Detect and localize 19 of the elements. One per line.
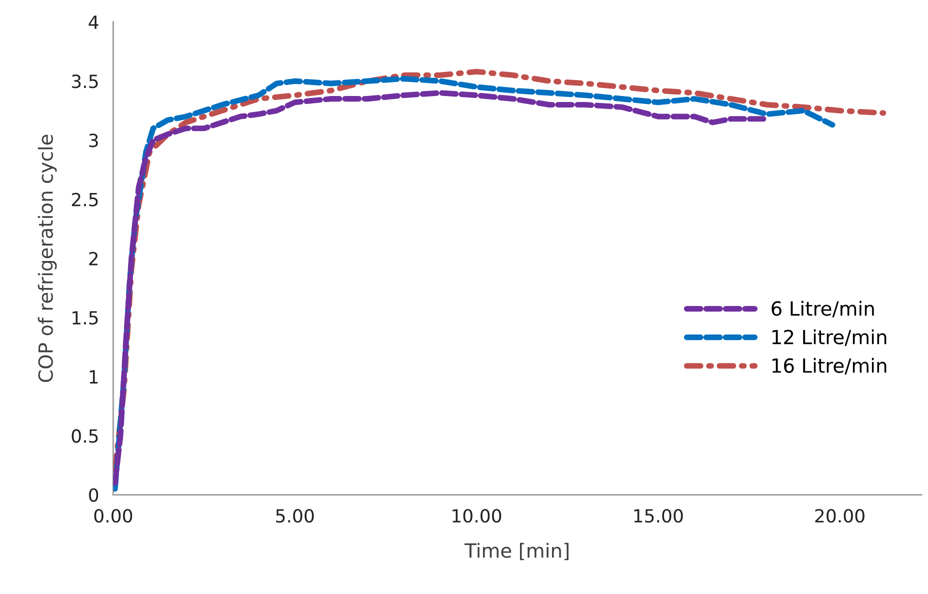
legend-label: 6 Litre/min	[772, 300, 874, 318]
legend-label: 12 Litre/min	[772, 329, 886, 346]
y-tick-label: 0.5	[72, 429, 98, 443]
y-tick-label: 2	[89, 252, 98, 266]
x-tick-label: 0.00	[94, 509, 132, 523]
y-tick-label: 2.5	[72, 192, 98, 206]
x-tick-label: 15.00	[634, 509, 683, 523]
y-tick-label: 1	[90, 370, 98, 384]
x-tick-label: 5.00	[276, 509, 314, 523]
x-tick-label: 20.00	[815, 509, 864, 523]
legend-label: 16 Litre/min	[772, 358, 886, 374]
y-tick-label: 1.5	[72, 311, 98, 325]
x-axis-title: Time [min]	[464, 542, 568, 560]
y-tick-label: 3	[89, 134, 98, 148]
y-tick-label: 3.5	[72, 74, 98, 88]
y-axis-title: COP of refrigeration cycle	[38, 134, 57, 382]
x-tick-label: 10.00	[452, 509, 502, 523]
y-tick-label: 4	[88, 16, 98, 29]
y-tick-label: 0	[89, 488, 98, 502]
